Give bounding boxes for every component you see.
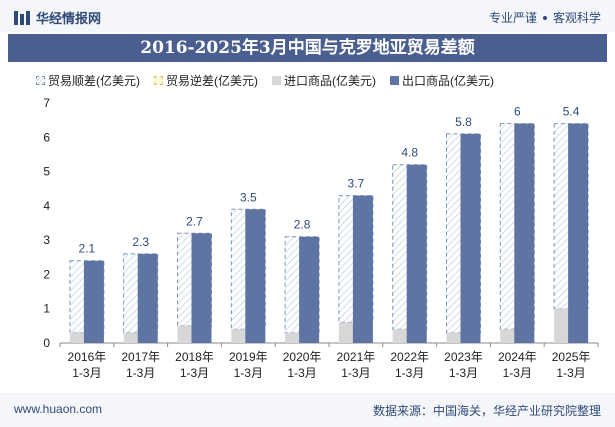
footer-site: www.huaon.com <box>14 402 103 416</box>
data-label: 6 <box>514 105 521 119</box>
bar-export <box>406 164 427 343</box>
logo-icon <box>14 10 30 25</box>
legend: 贸易顺差(亿美元) 贸易逆差(亿美元) 进口商品(亿美元) 出口商品(亿美元) <box>36 72 494 89</box>
x-tick-label: 2025年 <box>552 350 591 364</box>
brand-name: 华经情报网 <box>36 11 102 26</box>
data-label: 4.8 <box>401 146 418 160</box>
x-tick-label: 2022年 <box>390 350 429 364</box>
y-tick-label: 0 <box>43 336 50 350</box>
legend-label-export: 出口商品(亿美元) <box>402 74 494 88</box>
legend-swatch-surplus <box>154 76 163 85</box>
x-tick-label: 2018年 <box>175 350 214 364</box>
bar-export <box>460 133 481 343</box>
legend-label-import: 进口商品(亿美元) <box>284 74 376 88</box>
x-tick-label: 2023年 <box>444 350 483 364</box>
y-tick-label: 7 <box>43 96 50 110</box>
legend-label-surplus: 贸易逆差(亿美元) <box>166 74 258 88</box>
legend-swatch-export <box>390 76 399 85</box>
data-label: 5.4 <box>563 105 580 119</box>
legend-item-surplus: 贸易逆差(亿美元) <box>154 72 258 89</box>
x-tick-label: 2021年 <box>337 350 376 364</box>
bar-export <box>299 236 320 343</box>
x-tick-label: 1-3月 <box>395 366 424 380</box>
bar-export <box>352 195 373 343</box>
x-tick-label: 1-3月 <box>449 366 478 380</box>
data-label: 2.8 <box>294 218 311 232</box>
legend-label-deficit: 贸易顺差(亿美元) <box>48 74 140 88</box>
legend-item-export: 出口商品(亿美元) <box>390 72 494 89</box>
x-tick-label: 1-3月 <box>503 366 532 380</box>
bar-export <box>245 209 266 343</box>
x-tick-label: 2020年 <box>283 350 322 364</box>
tagline-right: 客观科学 <box>552 11 601 25</box>
bar-export <box>137 253 158 343</box>
legend-item-deficit: 贸易顺差(亿美元) <box>36 72 140 89</box>
y-tick-label: 5 <box>43 165 50 179</box>
x-tick-label: 1-3月 <box>556 366 585 380</box>
footer-source: 数据来源：中国海关，华经产业研究院整理 <box>372 404 601 418</box>
x-tick-label: 2019年 <box>229 350 268 364</box>
data-label: 5.8 <box>455 115 472 129</box>
bar-export <box>191 233 212 343</box>
bar-export <box>568 123 589 343</box>
data-label: 2.3 <box>132 235 149 249</box>
y-tick-label: 1 <box>43 302 50 316</box>
bar-export <box>83 260 104 343</box>
x-tick-label: 1-3月 <box>72 366 101 380</box>
x-tick-label: 2016年 <box>68 350 107 364</box>
chart-title: 2016-2025年3月中国与克罗地亚贸易差额 <box>8 34 607 62</box>
y-tick-label: 6 <box>43 130 50 144</box>
x-tick-label: 1-3月 <box>234 366 263 380</box>
bar-export <box>514 123 535 343</box>
x-tick-label: 1-3月 <box>287 366 316 380</box>
legend-swatch-deficit <box>36 76 45 85</box>
x-tick-label: 1-3月 <box>341 366 370 380</box>
data-label: 3.7 <box>348 177 365 191</box>
tagline: 专业严谨 客观科学 <box>489 9 601 26</box>
data-label: 3.5 <box>240 190 257 204</box>
data-label: 2.7 <box>186 214 203 228</box>
tagline-left: 专业严谨 <box>488 11 537 25</box>
data-label: 2.1 <box>79 242 96 256</box>
legend-item-import: 进口商品(亿美元) <box>272 72 376 89</box>
y-tick-label: 3 <box>43 233 50 247</box>
x-tick-label: 1-3月 <box>126 366 155 380</box>
y-tick-label: 2 <box>43 267 50 281</box>
top-bar: 华经情报网 专业严谨 客观科学 <box>0 0 615 32</box>
footer: www.huaon.com 数据来源：中国海关，华经产业研究院整理 <box>0 393 615 427</box>
x-tick-label: 2024年 <box>498 350 537 364</box>
x-tick-label: 2017年 <box>121 350 160 364</box>
x-tick-label: 1-3月 <box>180 366 209 380</box>
y-tick-label: 4 <box>43 199 50 213</box>
legend-swatch-import <box>272 76 281 85</box>
brand: 华经情报网 <box>14 8 101 27</box>
dot-icon <box>542 15 547 20</box>
